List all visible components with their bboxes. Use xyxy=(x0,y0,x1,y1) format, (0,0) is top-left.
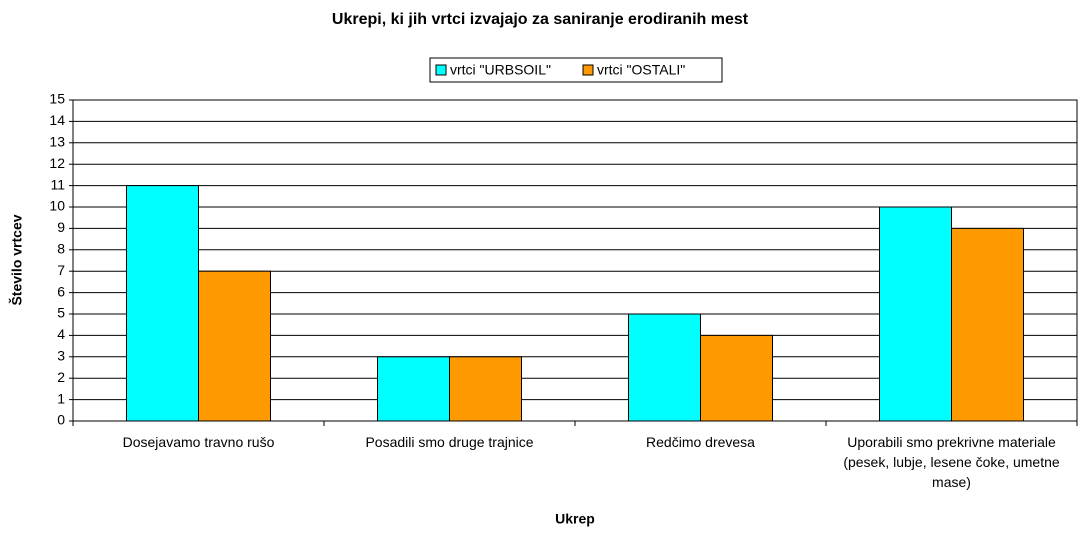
y-tick-label: 5 xyxy=(57,305,65,321)
x-tick-label: Redčimo drevesa xyxy=(646,434,755,450)
chart-title: Ukrepi, ki jih vrtci izvajajo za saniran… xyxy=(332,11,749,28)
legend-swatch xyxy=(435,64,447,76)
y-tick-label: 11 xyxy=(50,176,65,192)
y-tick-label: 1 xyxy=(57,390,65,406)
bar xyxy=(449,356,522,422)
y-tick-label: 3 xyxy=(57,348,65,364)
x-axis-label: Ukrep xyxy=(555,511,595,527)
legend-box xyxy=(429,57,723,83)
x-tick-label: Dosejavamo travno rušo xyxy=(122,434,275,450)
bar xyxy=(126,185,199,422)
x-tick-label: Posadili smo druge trajnice xyxy=(365,434,534,450)
y-tick-label: 15 xyxy=(49,91,65,107)
y-tick-label: 14 xyxy=(49,112,65,128)
y-axis-label: Število vrtcev xyxy=(8,214,25,305)
bar xyxy=(879,206,952,422)
y-tick-label: 7 xyxy=(57,262,65,278)
y-tick-label: 0 xyxy=(57,412,65,428)
legend-swatch xyxy=(582,64,594,76)
y-tick-label: 9 xyxy=(57,219,65,235)
bar xyxy=(628,313,701,422)
y-tick-label: 13 xyxy=(49,134,65,150)
y-tick-label: 2 xyxy=(57,369,65,385)
bar xyxy=(377,356,450,422)
y-tick-label: 8 xyxy=(57,241,65,257)
x-tick-label: Uporabili smo prekrivne materiale (pesek… xyxy=(843,434,1060,490)
y-tick-label: 6 xyxy=(57,283,65,299)
bar xyxy=(700,334,773,422)
y-tick-label: 10 xyxy=(49,198,65,214)
y-tick-label: 4 xyxy=(57,326,65,342)
bar xyxy=(951,227,1024,422)
legend-label: vrtci "URBSOIL" xyxy=(450,62,551,78)
y-tick-label: 12 xyxy=(49,155,65,171)
legend-label: vrtci "OSTALI" xyxy=(597,62,685,78)
bar xyxy=(198,270,271,422)
